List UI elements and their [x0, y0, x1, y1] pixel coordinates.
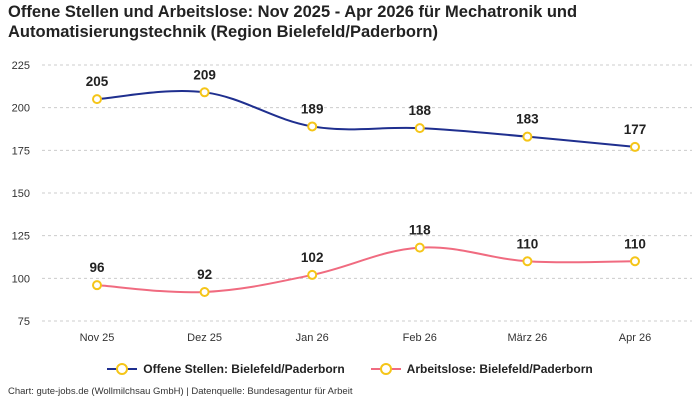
point-s0-1: [199, 87, 210, 98]
data-label-s1-1: 92: [197, 267, 212, 282]
y-tick-label-75: 75: [18, 316, 30, 328]
legend-item-offene-stellen[interactable]: Offene Stellen: Bielefeld/Paderborn: [107, 362, 345, 376]
data-label-s0-0: 205: [86, 74, 109, 89]
series-markers: [92, 87, 640, 297]
point-s0-0: [92, 94, 102, 105]
chart-footer: Chart: gute-jobs.de (Wollmilchsau GmbH) …: [8, 386, 353, 397]
y-axis-ticks: 75 100 125 150 175 200 225: [12, 60, 30, 328]
x-axis-ticks: Nov 25 Dez 25 Jan 26 Feb 26 März 26 Apr 26: [80, 332, 652, 344]
data-labels: 205 209 189 188 183 177 96 92 102 118 110 110: [86, 67, 647, 282]
data-label-s0-3: 188: [409, 103, 432, 118]
grid-lines: [42, 64, 692, 322]
data-label-s1-2: 102: [301, 250, 324, 265]
x-tick-label-3: Feb 26: [403, 332, 437, 344]
x-tick-label-5: Apr 26: [619, 332, 651, 344]
x-tick-label-1: Dez 25: [187, 332, 222, 344]
data-label-s1-0: 96: [89, 260, 105, 275]
point-s1-0: [92, 280, 102, 291]
point-s0-4: [522, 131, 533, 142]
point-s1-1: [199, 286, 210, 297]
y-tick-label-175: 175: [12, 145, 30, 157]
legend-label-offene-stellen: Offene Stellen: Bielefeld/Paderborn: [143, 362, 345, 376]
legend-item-arbeitslose[interactable]: Arbeitslose: Bielefeld/Paderborn: [370, 362, 593, 376]
point-s1-4: [522, 256, 533, 267]
point-s0-5: [630, 141, 640, 152]
data-label-s0-5: 177: [624, 122, 647, 137]
data-label-s1-3: 118: [409, 223, 431, 238]
data-label-s0-1: 209: [193, 67, 216, 82]
legend-swatch-arbeitslose: [370, 363, 401, 375]
data-label-s1-5: 110: [624, 236, 646, 251]
point-s1-5: [630, 256, 640, 267]
legend: Offene Stellen: Bielefeld/Paderborn Arbe…: [0, 362, 700, 376]
legend-label-arbeitslose: Arbeitslose: Bielefeld/Paderborn: [406, 362, 593, 376]
series-line-0: [96, 90, 636, 148]
series-lines: [96, 90, 636, 294]
y-tick-label-125: 125: [12, 231, 30, 243]
chart-title: Offene Stellen und Arbeitslose: Nov 2025…: [8, 3, 578, 41]
y-tick-label-225: 225: [12, 60, 30, 72]
point-s1-3: [414, 242, 425, 253]
point-s0-3: [414, 123, 425, 134]
point-s0-2: [307, 121, 318, 132]
y-tick-label-100: 100: [12, 273, 30, 285]
y-tick-label-150: 150: [12, 188, 30, 200]
data-label-s1-4: 110: [517, 236, 539, 251]
point-s1-2: [307, 269, 318, 280]
data-label-s0-2: 189: [301, 101, 324, 116]
data-label-s0-4: 183: [516, 112, 539, 127]
x-tick-label-0: Nov 25: [80, 332, 115, 344]
x-tick-label-2: Jan 26: [296, 332, 329, 344]
legend-swatch-offene-stellen: [107, 363, 138, 375]
series-line-1: [96, 246, 636, 294]
x-tick-label-4: März 26: [508, 332, 548, 344]
y-tick-label-200: 200: [12, 103, 30, 115]
